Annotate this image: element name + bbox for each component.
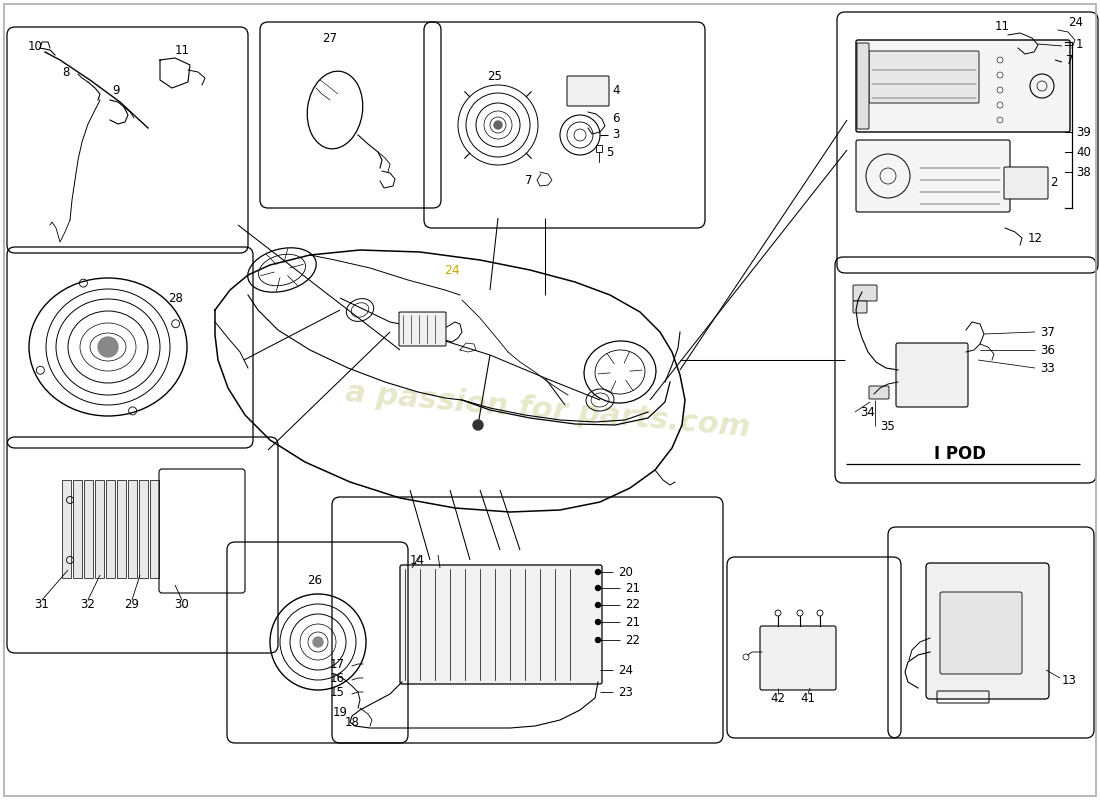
Circle shape [595, 586, 601, 590]
Circle shape [595, 619, 601, 625]
Text: I POD: I POD [934, 445, 986, 463]
Text: 25: 25 [487, 70, 502, 82]
Text: 11: 11 [996, 21, 1010, 34]
FancyBboxPatch shape [73, 480, 82, 578]
Text: 22: 22 [625, 598, 640, 611]
Text: 11: 11 [175, 43, 190, 57]
Text: 6: 6 [612, 111, 619, 125]
FancyBboxPatch shape [400, 565, 602, 684]
Text: 23: 23 [618, 686, 632, 698]
Text: 42: 42 [770, 691, 785, 705]
Text: 16: 16 [330, 671, 345, 685]
Text: 29: 29 [124, 598, 140, 610]
FancyBboxPatch shape [566, 76, 609, 106]
FancyBboxPatch shape [84, 480, 94, 578]
Text: 34: 34 [860, 406, 875, 418]
FancyBboxPatch shape [760, 626, 836, 690]
Text: 2: 2 [1050, 175, 1057, 189]
Circle shape [595, 570, 601, 574]
FancyBboxPatch shape [940, 592, 1022, 674]
Text: 14: 14 [410, 554, 425, 566]
Circle shape [314, 637, 323, 647]
Text: 31: 31 [34, 598, 50, 610]
Text: 7: 7 [1066, 54, 1074, 66]
Text: 26: 26 [308, 574, 322, 586]
Circle shape [595, 602, 601, 607]
Text: 21: 21 [625, 582, 640, 594]
Text: 20: 20 [618, 566, 632, 578]
Text: 24: 24 [1068, 15, 1084, 29]
Circle shape [494, 121, 502, 129]
FancyBboxPatch shape [399, 312, 446, 346]
Text: 28: 28 [168, 291, 183, 305]
FancyBboxPatch shape [106, 480, 116, 578]
Circle shape [473, 420, 483, 430]
Text: 32: 32 [80, 598, 96, 610]
FancyBboxPatch shape [869, 51, 979, 103]
Text: 13: 13 [1062, 674, 1077, 686]
FancyBboxPatch shape [852, 301, 867, 313]
Text: 21: 21 [625, 615, 640, 629]
Text: 9: 9 [112, 83, 120, 97]
Text: 27: 27 [322, 31, 338, 45]
FancyBboxPatch shape [856, 40, 1070, 132]
Text: 37: 37 [1040, 326, 1055, 338]
Text: 40: 40 [1076, 146, 1091, 158]
FancyBboxPatch shape [62, 480, 72, 578]
FancyBboxPatch shape [139, 480, 148, 578]
Text: 1: 1 [1076, 38, 1084, 51]
Text: 5: 5 [606, 146, 614, 158]
Text: 7: 7 [525, 174, 532, 186]
FancyBboxPatch shape [856, 140, 1010, 212]
FancyBboxPatch shape [852, 285, 877, 301]
Text: 17: 17 [330, 658, 345, 670]
Text: 15: 15 [330, 686, 345, 698]
Text: 33: 33 [1040, 362, 1055, 374]
Text: 8: 8 [62, 66, 69, 78]
Text: 22: 22 [625, 634, 640, 646]
Text: 19: 19 [333, 706, 348, 718]
Text: 10: 10 [28, 39, 43, 53]
Circle shape [98, 337, 118, 357]
Text: 12: 12 [1028, 231, 1043, 245]
FancyBboxPatch shape [869, 386, 889, 399]
Text: 24: 24 [618, 663, 632, 677]
FancyBboxPatch shape [150, 480, 160, 578]
FancyBboxPatch shape [95, 480, 104, 578]
FancyBboxPatch shape [117, 480, 126, 578]
Text: 18: 18 [345, 715, 360, 729]
Text: 41: 41 [800, 691, 815, 705]
Text: a passion for parts.com: a passion for parts.com [344, 378, 751, 442]
FancyBboxPatch shape [896, 343, 968, 407]
FancyBboxPatch shape [857, 43, 869, 129]
FancyBboxPatch shape [926, 563, 1049, 699]
Text: 38: 38 [1076, 166, 1091, 178]
Text: 35: 35 [880, 419, 894, 433]
Text: 4: 4 [612, 83, 619, 97]
FancyBboxPatch shape [128, 480, 138, 578]
FancyBboxPatch shape [1004, 167, 1048, 199]
Text: 39: 39 [1076, 126, 1091, 138]
Text: 3: 3 [612, 129, 619, 142]
Text: 24: 24 [444, 263, 460, 277]
Circle shape [595, 638, 601, 642]
Text: 36: 36 [1040, 343, 1055, 357]
Text: 30: 30 [175, 598, 189, 610]
